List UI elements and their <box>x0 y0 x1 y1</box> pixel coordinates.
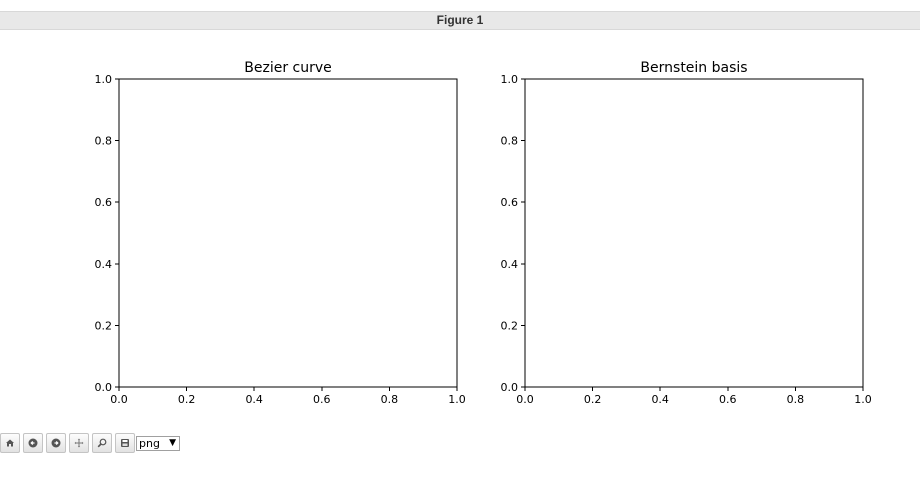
home-icon <box>5 438 15 448</box>
x-tick-label: 0.8 <box>787 393 805 406</box>
y-tick-label: 0.8 <box>95 135 113 148</box>
x-tick-label: 0.0 <box>110 393 128 406</box>
download-button[interactable] <box>115 433 135 453</box>
y-tick-label: 0.6 <box>501 196 519 209</box>
y-tick-label: 1.0 <box>501 73 519 86</box>
home-button[interactable] <box>0 433 20 453</box>
arrow-left-icon <box>28 438 38 448</box>
format-select-value: png <box>139 436 160 450</box>
axes-frame-1 <box>118 78 458 388</box>
x-tick-label: 0.2 <box>584 393 602 406</box>
back-button[interactable] <box>23 433 43 453</box>
x-tick-label: 1.0 <box>448 393 466 406</box>
y-tick-label: 0.0 <box>501 381 519 394</box>
figure-title-bar: Figure 1 <box>0 11 920 30</box>
move-icon <box>74 438 84 448</box>
floppy-disk-icon <box>120 438 130 448</box>
x-tick-label: 1.0 <box>854 393 872 406</box>
x-tick-label: 0.4 <box>651 393 669 406</box>
arrow-right-icon <box>51 438 61 448</box>
x-tick-label: 0.6 <box>313 393 331 406</box>
y-tick-label: 1.0 <box>95 73 113 86</box>
axes-frame-2 <box>524 78 864 388</box>
x-tick-label: 0.6 <box>719 393 737 406</box>
x-tick-label: 0.4 <box>245 393 263 406</box>
format-select[interactable]: png ▼ <box>136 435 180 451</box>
pan-button[interactable] <box>69 433 89 453</box>
x-tick-label: 0.8 <box>381 393 399 406</box>
chevron-down-icon: ▼ <box>169 437 176 448</box>
figure-title: Figure 1 <box>436 13 484 27</box>
y-tick-label: 0.4 <box>95 258 113 271</box>
y-tick-label: 0.8 <box>501 135 519 148</box>
y-tick-label: 0.4 <box>501 258 519 271</box>
zoom-button[interactable] <box>92 433 112 453</box>
y-tick-label: 0.2 <box>501 319 519 332</box>
x-tick-label: 0.2 <box>178 393 196 406</box>
navigation-toolbar: png ▼ <box>0 432 180 454</box>
y-tick-label: 0.0 <box>95 381 113 394</box>
forward-button[interactable] <box>46 433 66 453</box>
x-tick-label: 0.0 <box>516 393 534 406</box>
axes-title-1: Bezier curve <box>244 60 332 76</box>
y-tick-label: 0.6 <box>95 196 113 209</box>
magnifier-icon <box>97 438 107 448</box>
y-tick-label: 0.2 <box>95 319 113 332</box>
axes-title-2: Bernstein basis <box>640 60 747 76</box>
